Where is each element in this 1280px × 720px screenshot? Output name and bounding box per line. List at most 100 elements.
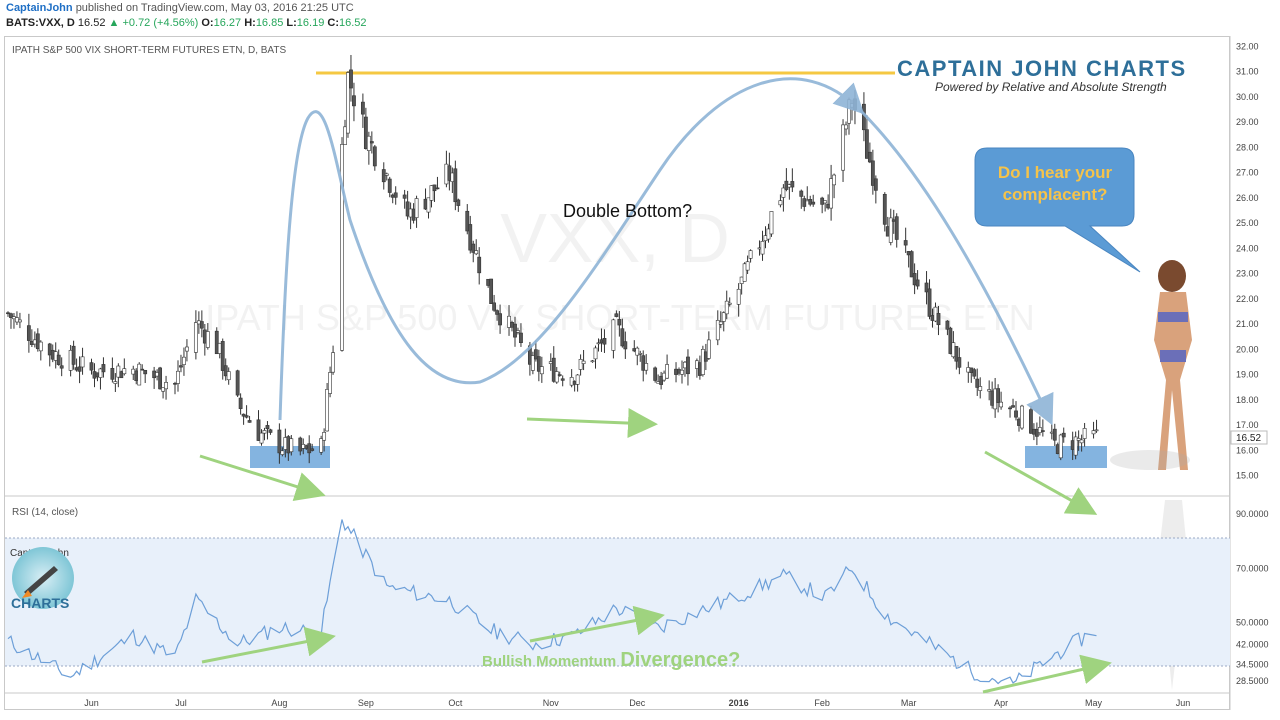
candle-body	[429, 185, 434, 201]
candle-body	[978, 386, 983, 391]
pattern-curve-right	[858, 108, 1054, 426]
rsi-axis[interactable]: 90.0000 70.0000 50.0000 42.0000 34.5000 28.50…	[1236, 509, 1269, 686]
time-tick-label: Jun	[1176, 698, 1191, 708]
candle-body	[199, 321, 204, 329]
figure-illustration	[1110, 260, 1192, 690]
price-tick-label: 24.00	[1236, 243, 1259, 253]
price-tick-label: 27.00	[1236, 168, 1259, 178]
candle-body	[736, 288, 741, 305]
divergence-label: Bullish Momentum Divergence?	[482, 649, 740, 671]
candle-body	[453, 168, 458, 203]
candle-body	[6, 312, 10, 315]
candle-body	[119, 371, 124, 379]
candle-body	[143, 369, 148, 375]
candle-body	[56, 354, 61, 365]
candle-body	[158, 367, 162, 390]
pattern-curve-left	[278, 77, 865, 421]
candle-body	[790, 181, 795, 188]
time-tick-label: Jul	[175, 698, 187, 708]
candle-body	[915, 279, 920, 287]
brand-subtitle: Powered by Relative and Absolute Strengt…	[935, 80, 1167, 94]
candle-body	[414, 198, 419, 218]
candle-body	[101, 364, 106, 373]
candle-body	[551, 357, 556, 382]
price-tick-label: 21.00	[1236, 319, 1259, 329]
candle-body	[340, 144, 344, 351]
candle-body	[748, 250, 753, 259]
candle-body	[140, 368, 145, 371]
candle-body	[18, 319, 22, 323]
candle-body	[680, 369, 684, 375]
candle-body	[715, 320, 720, 341]
candle-body	[841, 124, 845, 171]
price-tick-label: 17.00	[1236, 420, 1259, 430]
candle-body	[77, 366, 82, 372]
candle-body	[539, 366, 544, 375]
candle-body	[477, 256, 482, 274]
price-arrow-3	[984, 450, 1098, 515]
candle-body	[638, 353, 643, 355]
candle-body	[435, 187, 440, 190]
candle-body	[718, 321, 723, 325]
candle-body	[829, 178, 834, 209]
candle-body	[727, 302, 732, 305]
rsi-line	[7, 519, 1097, 685]
price-tick-label: 25.00	[1236, 218, 1259, 228]
candle-body	[864, 129, 869, 159]
candle-body	[256, 419, 261, 441]
candle-body	[536, 356, 541, 372]
candle-body	[176, 370, 180, 384]
candle-body	[366, 135, 371, 151]
candle-body	[9, 313, 13, 318]
price-axis[interactable]: 32.00 31.00 30.00 29.00 28.00 27.00 26.00 25.00…	[1236, 42, 1259, 481]
candle-body	[778, 200, 783, 206]
candle-body	[894, 216, 899, 240]
price-tick-label: 23.00	[1236, 269, 1259, 279]
candle-body	[393, 192, 398, 198]
candle-body	[936, 313, 941, 326]
candle-body	[724, 300, 729, 315]
candle-body	[402, 194, 407, 199]
candle-body	[1052, 428, 1057, 441]
candle-body	[307, 443, 312, 454]
candle-body	[620, 328, 625, 347]
candle-body	[686, 356, 690, 375]
chart-title: IPATH S&P 500 VIX SHORT-TERM FUTURES ETN…	[12, 45, 286, 56]
price-arrow-2	[526, 408, 658, 439]
time-axis[interactable]: Jun Jul Aug Sep Oct Nov Dec 2016 Feb Mar Apr May Jun	[84, 698, 1190, 708]
rsi-tick-label: 90.0000	[1236, 509, 1269, 519]
price-tick-label: 15.00	[1236, 471, 1259, 481]
change-value: +0.72 (+4.56%)	[122, 17, 199, 29]
candle-body	[909, 251, 914, 278]
candle-body	[238, 397, 243, 409]
publish-info: published on TradingView.com, May 03, 20…	[75, 2, 354, 14]
price-tick-label: 29.00	[1236, 117, 1259, 127]
candle-body	[384, 173, 389, 176]
candle-body	[560, 378, 565, 381]
bottom-zone-2[interactable]	[1025, 446, 1107, 468]
candle-body	[802, 198, 807, 207]
candle-body	[832, 174, 836, 186]
candle-body	[110, 368, 115, 380]
candle-body	[352, 95, 356, 107]
candle-body	[665, 364, 669, 379]
watermark-name: IPATH S&P 500 VIX SHORT-TERM FUTURES ETN	[205, 297, 1035, 338]
double-bottom-label: Double Bottom?	[563, 201, 692, 221]
candle-body	[745, 261, 750, 271]
candle-body	[987, 389, 992, 392]
candle-body	[623, 341, 628, 350]
candle-body	[465, 210, 470, 232]
candle-body	[280, 450, 285, 455]
candle-body	[611, 319, 616, 351]
time-tick-label: Feb	[814, 698, 830, 708]
candle-body	[912, 273, 917, 286]
candle-body	[1073, 436, 1078, 456]
candle-body	[235, 370, 240, 396]
svg-text:16.52: 16.52	[1236, 433, 1261, 444]
candle-body	[387, 178, 392, 193]
candle-body	[882, 193, 887, 225]
candle-body	[262, 430, 267, 434]
candle-body	[325, 389, 330, 432]
author-link[interactable]: CaptainJohn	[6, 2, 73, 14]
